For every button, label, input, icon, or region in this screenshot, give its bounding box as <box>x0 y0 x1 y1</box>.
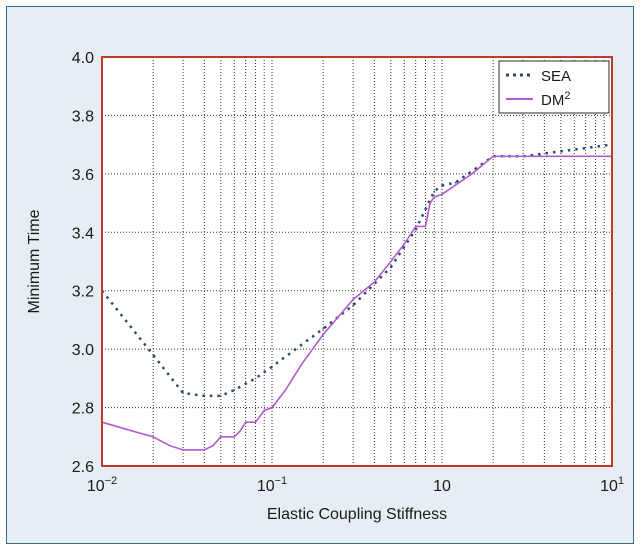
dm2-data-point <box>233 436 236 438</box>
sea-data-point <box>390 266 392 269</box>
x-axis-title: Elastic Coupling Stiffness <box>267 506 447 523</box>
sea-data-point <box>203 395 206 397</box>
dm2-data-point <box>471 173 473 175</box>
y-tick-label: 3.2 <box>72 284 94 301</box>
y-tick-label: 4.0 <box>72 50 94 67</box>
dm2-data-point <box>424 225 427 228</box>
y-tick-label: 3.0 <box>72 342 94 359</box>
dm2-data-point <box>168 444 171 447</box>
sea-data-point <box>322 327 325 330</box>
dm2-data-point <box>414 225 417 228</box>
dm2-data-point <box>403 243 406 245</box>
y-tick-label: 3.4 <box>72 225 94 242</box>
dm2-data-point <box>152 436 154 438</box>
sea-data-point <box>352 304 354 307</box>
sea-data-point <box>152 354 154 356</box>
dm2-data-point <box>390 260 392 263</box>
sea-data-point <box>414 228 417 231</box>
dm2-data-point <box>352 298 354 301</box>
dm2-data-point <box>212 444 214 447</box>
sea-data-point <box>182 392 184 394</box>
y-tick-label: 2.8 <box>72 401 94 418</box>
x-tick-label: 10−1 <box>257 475 287 495</box>
legend-dm-name: DM <box>541 92 564 109</box>
legend-dm-sup: 2 <box>564 90 570 102</box>
y-tick-label: 3.6 <box>72 167 94 184</box>
dm2-data-point <box>322 333 325 336</box>
x-tick-label: 10 <box>433 478 451 495</box>
chart-panel: 2.6 2.8 3.0 3.2 3.4 3.6 3.8 4.0 10−2 10−1 10 101 M… <box>6 6 634 544</box>
legend-dm-label: DM2 <box>541 90 570 109</box>
sea-data-point <box>271 365 273 368</box>
y-tick-label: 3.8 <box>72 108 94 125</box>
dm2-data-point <box>263 409 266 412</box>
x-tick-label: 101 <box>600 475 624 495</box>
dm2-data-point <box>220 436 222 438</box>
dm2-data-point <box>429 202 431 204</box>
plot-frame <box>101 56 613 467</box>
dm2-data-point <box>492 155 495 158</box>
x-tick-label: 10−2 <box>87 475 117 495</box>
dm2-data-point <box>284 389 287 391</box>
dm2-data-point <box>239 430 241 432</box>
dm2-data-point <box>131 430 133 432</box>
legend-sea-label: SEA <box>541 68 571 85</box>
sea-data-point <box>441 184 443 187</box>
dm2-data-point <box>373 281 376 283</box>
dm2-data-point <box>182 449 184 451</box>
sea-data-point <box>233 389 236 391</box>
plot-area <box>102 57 612 466</box>
dm2-data-point <box>203 449 206 451</box>
dm2-data-point <box>301 363 303 365</box>
dm2-data-point <box>271 406 273 409</box>
dm2-data-point <box>441 193 443 196</box>
dm2-data-point <box>254 421 257 424</box>
legend: SEA DM2 <box>498 60 610 114</box>
legend-box <box>498 60 610 114</box>
sea-data-point <box>454 181 457 184</box>
sea-data-point <box>254 377 257 380</box>
dm2-data-point <box>433 196 436 198</box>
sea-data-point <box>433 190 436 193</box>
line-chart: 2.6 2.8 3.0 3.2 3.4 3.6 3.8 4.0 10−2 10−1 10 101 M… <box>26 50 624 523</box>
sea-data-point <box>220 395 222 397</box>
y-axis-title: Minimum Time <box>26 209 43 313</box>
y-tick-label: 2.6 <box>72 459 94 476</box>
dm2-data-point <box>244 421 247 424</box>
